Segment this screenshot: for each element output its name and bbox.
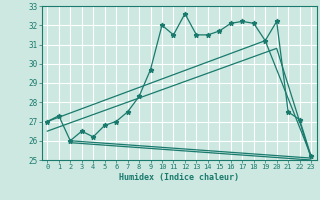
X-axis label: Humidex (Indice chaleur): Humidex (Indice chaleur) (119, 173, 239, 182)
